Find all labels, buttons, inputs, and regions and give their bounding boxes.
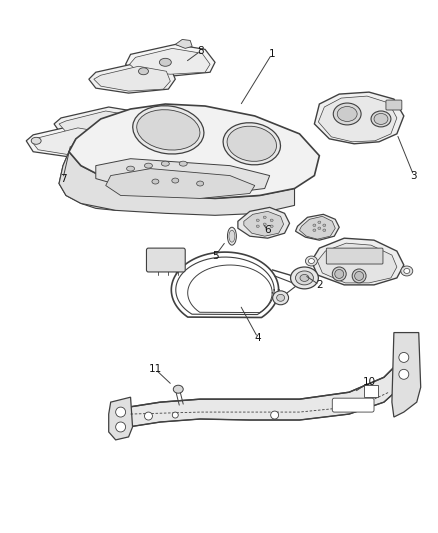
Polygon shape: [109, 397, 132, 440]
Ellipse shape: [270, 411, 278, 419]
Text: 7: 7: [60, 174, 66, 183]
Ellipse shape: [136, 110, 199, 150]
Ellipse shape: [144, 163, 152, 168]
Ellipse shape: [354, 271, 363, 280]
Ellipse shape: [276, 294, 284, 301]
Ellipse shape: [403, 269, 409, 273]
Ellipse shape: [159, 58, 171, 66]
FancyBboxPatch shape: [363, 385, 377, 397]
Ellipse shape: [171, 178, 178, 183]
Ellipse shape: [308, 259, 314, 263]
Ellipse shape: [102, 120, 113, 128]
Polygon shape: [59, 111, 140, 138]
Ellipse shape: [398, 369, 408, 379]
Ellipse shape: [256, 219, 259, 222]
Ellipse shape: [152, 179, 159, 184]
Polygon shape: [317, 243, 396, 283]
Text: 2: 2: [315, 280, 322, 290]
Ellipse shape: [91, 132, 100, 138]
Ellipse shape: [256, 225, 259, 228]
Ellipse shape: [351, 269, 365, 283]
Polygon shape: [59, 139, 115, 211]
Ellipse shape: [272, 291, 288, 305]
Ellipse shape: [144, 412, 152, 420]
FancyBboxPatch shape: [325, 248, 382, 264]
Polygon shape: [391, 333, 420, 417]
Polygon shape: [314, 92, 403, 144]
Text: 11: 11: [148, 365, 162, 374]
Ellipse shape: [290, 267, 318, 289]
Ellipse shape: [312, 224, 315, 227]
Ellipse shape: [400, 266, 412, 276]
Polygon shape: [54, 107, 145, 140]
Ellipse shape: [226, 126, 276, 161]
Ellipse shape: [179, 161, 187, 166]
Ellipse shape: [269, 219, 272, 222]
Polygon shape: [59, 152, 294, 215]
Ellipse shape: [299, 274, 308, 281]
Ellipse shape: [115, 407, 125, 417]
Ellipse shape: [138, 68, 148, 75]
Polygon shape: [106, 168, 254, 198]
Ellipse shape: [115, 422, 125, 432]
Text: 3: 3: [410, 171, 416, 181]
Ellipse shape: [269, 225, 272, 228]
Ellipse shape: [317, 227, 320, 230]
Ellipse shape: [373, 114, 387, 124]
Ellipse shape: [332, 267, 346, 281]
Polygon shape: [69, 104, 318, 198]
Ellipse shape: [229, 230, 234, 242]
Ellipse shape: [305, 256, 317, 266]
Polygon shape: [125, 44, 215, 76]
Ellipse shape: [398, 352, 408, 362]
Polygon shape: [243, 212, 283, 236]
Text: 5: 5: [211, 251, 218, 261]
Ellipse shape: [132, 106, 203, 154]
Ellipse shape: [196, 181, 203, 186]
Polygon shape: [311, 238, 403, 285]
Ellipse shape: [332, 103, 360, 125]
Polygon shape: [318, 96, 396, 142]
Text: 6: 6: [264, 225, 270, 235]
Ellipse shape: [312, 229, 315, 231]
Ellipse shape: [126, 166, 134, 171]
Ellipse shape: [31, 138, 41, 144]
Ellipse shape: [263, 216, 265, 219]
Polygon shape: [94, 66, 170, 91]
Polygon shape: [31, 128, 113, 155]
Text: 8: 8: [196, 46, 203, 56]
Ellipse shape: [317, 221, 320, 223]
Ellipse shape: [263, 223, 265, 225]
Ellipse shape: [334, 270, 343, 278]
Ellipse shape: [227, 227, 236, 245]
Polygon shape: [299, 216, 335, 239]
Text: 4: 4: [254, 333, 261, 343]
Text: 1: 1: [268, 50, 274, 59]
Polygon shape: [175, 39, 192, 49]
Polygon shape: [237, 207, 289, 238]
FancyBboxPatch shape: [146, 248, 185, 272]
Ellipse shape: [336, 107, 356, 122]
Text: 10: 10: [362, 377, 375, 387]
Ellipse shape: [295, 271, 313, 285]
Polygon shape: [129, 49, 209, 74]
Ellipse shape: [322, 224, 325, 227]
Polygon shape: [26, 124, 117, 157]
Ellipse shape: [370, 111, 390, 127]
Ellipse shape: [172, 412, 178, 418]
Polygon shape: [88, 62, 175, 93]
FancyBboxPatch shape: [385, 100, 401, 110]
FancyBboxPatch shape: [332, 398, 373, 412]
Polygon shape: [295, 214, 339, 240]
Ellipse shape: [223, 123, 280, 165]
Ellipse shape: [161, 161, 169, 166]
Ellipse shape: [173, 385, 183, 393]
Polygon shape: [95, 159, 269, 193]
Ellipse shape: [322, 229, 325, 231]
Polygon shape: [128, 337, 406, 427]
